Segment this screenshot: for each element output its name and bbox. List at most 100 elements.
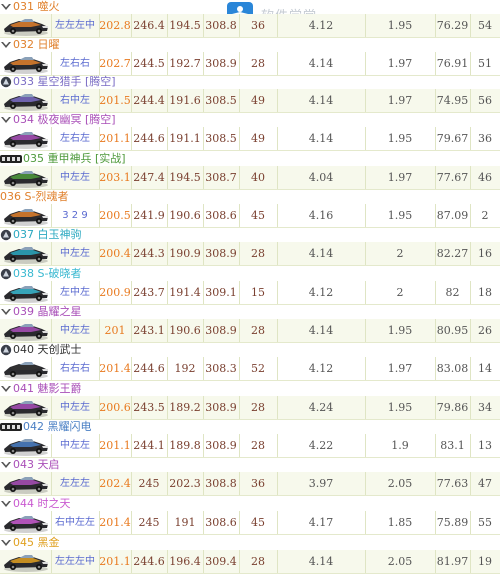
drift-cell: 2 xyxy=(396,286,404,299)
boost-speed-cell: 194.5 xyxy=(169,19,201,32)
column-divider xyxy=(239,204,240,227)
column-divider xyxy=(435,242,436,265)
max-speed-cell: 309.4 xyxy=(205,555,237,568)
positions-cell: 左左左中 xyxy=(55,556,95,567)
car-block: 037 白玉神驹 中左左 200.4 244.3 190.9 308.9 28 4.14 2 82… xyxy=(0,228,500,266)
column-divider xyxy=(99,52,100,75)
column-divider xyxy=(470,357,471,380)
drift-cell: 2.05 xyxy=(387,477,413,490)
row-divider xyxy=(0,227,500,228)
top-speed-cell: 202.4 xyxy=(99,477,131,490)
boost-speed-cell: 189.2 xyxy=(169,401,201,414)
column-divider xyxy=(277,472,278,495)
column-divider xyxy=(239,550,240,573)
drift-cell: 1.9 xyxy=(391,439,409,452)
column-divider xyxy=(470,89,471,112)
points-cell: 54 xyxy=(478,19,492,32)
car-thumbnail xyxy=(4,247,48,264)
car-title: 036 S-烈魂者 xyxy=(0,190,200,204)
handling-cell: 83.08 xyxy=(436,362,469,375)
column-divider xyxy=(435,396,436,419)
car-block: 031 噬火 左左左中 202.8 246.4 194.5 308.8 36 4.12 1.95… xyxy=(0,0,500,38)
column-divider xyxy=(99,166,100,189)
turning-cell: 15 xyxy=(251,286,265,299)
table-row: 左右右 202.7 244.5 192.7 308.9 28 4.14 1.97 76.91 51 xyxy=(0,52,500,75)
turning-cell: 40 xyxy=(251,171,265,184)
column-divider xyxy=(470,204,471,227)
handling-cell: 75.89 xyxy=(436,516,469,529)
nitro-speed-cell: 244.5 xyxy=(133,57,165,70)
column-divider xyxy=(167,396,168,419)
max-speed-cell: 308.8 xyxy=(205,477,237,490)
table-row: 左左左中 201.1 244.6 196.4 309.4 28 4.14 2.05 81.97 1… xyxy=(0,550,500,573)
car-block: 044 时之天 右中左左 201.4 245 191 308.6 45 4.17 1.85 75.… xyxy=(0,497,500,535)
column-divider xyxy=(51,357,52,380)
column-divider xyxy=(167,127,168,150)
handling-cell: 76.29 xyxy=(436,19,469,32)
column-divider xyxy=(203,204,204,227)
car-title: 045 黑金 xyxy=(0,536,200,550)
column-divider xyxy=(167,550,168,573)
column-divider xyxy=(131,52,132,75)
column-divider xyxy=(239,166,240,189)
column-divider xyxy=(277,14,278,37)
car-block: 032 日曜 左右右 202.7 244.5 192.7 308.9 28 4.14 1.97 7… xyxy=(0,38,500,76)
column-divider xyxy=(99,89,100,112)
nitro-speed-cell: 244.3 xyxy=(133,247,165,260)
column-divider xyxy=(99,127,100,150)
points-cell: 2 xyxy=(481,209,489,222)
nitro-speed-cell: 246.4 xyxy=(133,19,165,32)
row-divider xyxy=(0,342,500,343)
column-divider xyxy=(277,89,278,112)
car-block: 042 黑耀闪电 中左左 201.1 244.1 189.8 308.9 28 4.22 1.9… xyxy=(0,420,500,458)
row-divider xyxy=(0,380,500,381)
column-divider xyxy=(277,357,278,380)
column-divider xyxy=(131,511,132,534)
row-divider xyxy=(0,457,500,458)
column-divider xyxy=(99,319,100,342)
column-divider xyxy=(203,396,204,419)
column-divider xyxy=(167,14,168,37)
column-divider xyxy=(203,357,204,380)
row-divider xyxy=(0,304,500,305)
column-divider xyxy=(99,281,100,304)
column-divider xyxy=(239,89,240,112)
nitro-speed-cell: 244.4 xyxy=(133,94,165,107)
column-divider xyxy=(203,166,204,189)
column-divider xyxy=(51,281,52,304)
table-row: 左右左 201.1 244.6 191.1 308.5 49 4.14 1.95 79.67 36 xyxy=(0,127,500,150)
column-divider xyxy=(277,52,278,75)
tier-chevron-icon xyxy=(1,309,11,315)
nitro-speed-cell: 244.6 xyxy=(133,362,165,375)
column-divider xyxy=(51,242,52,265)
boost-speed-cell: 191.4 xyxy=(169,286,201,299)
drift-cell: 1.97 xyxy=(387,57,413,70)
column-divider xyxy=(167,166,168,189)
column-divider xyxy=(365,52,366,75)
turning-cell: 28 xyxy=(251,57,265,70)
nitro-speed-cell: 245 xyxy=(138,477,160,490)
car-thumbnail xyxy=(4,57,48,74)
positions-cell: 右中左左 xyxy=(55,517,95,528)
car-thumbnail xyxy=(4,324,48,341)
row-divider xyxy=(0,37,500,38)
column-divider xyxy=(435,281,436,304)
column-divider xyxy=(435,52,436,75)
positions-cell: 左右左 xyxy=(60,133,90,144)
max-speed-cell: 308.9 xyxy=(205,324,237,337)
column-divider xyxy=(435,550,436,573)
car-name: 038 S-破晓者 xyxy=(13,267,82,280)
tier-chevron-icon xyxy=(1,42,11,48)
positions-cell: 左右右 xyxy=(60,58,90,69)
column-divider xyxy=(131,242,132,265)
column-divider xyxy=(277,319,278,342)
car-thumbnail xyxy=(4,477,48,494)
column-divider xyxy=(51,511,52,534)
car-block: 040 天创武士 右右右 201.4 244.6 192 308.3 52 4.12 1.97 8… xyxy=(0,343,500,381)
row-divider xyxy=(0,112,500,113)
car-thumbnail xyxy=(4,171,48,188)
column-divider xyxy=(239,127,240,150)
car-title: 032 日曜 xyxy=(0,38,200,52)
column-divider xyxy=(365,127,366,150)
turning-cell: 36 xyxy=(251,19,265,32)
